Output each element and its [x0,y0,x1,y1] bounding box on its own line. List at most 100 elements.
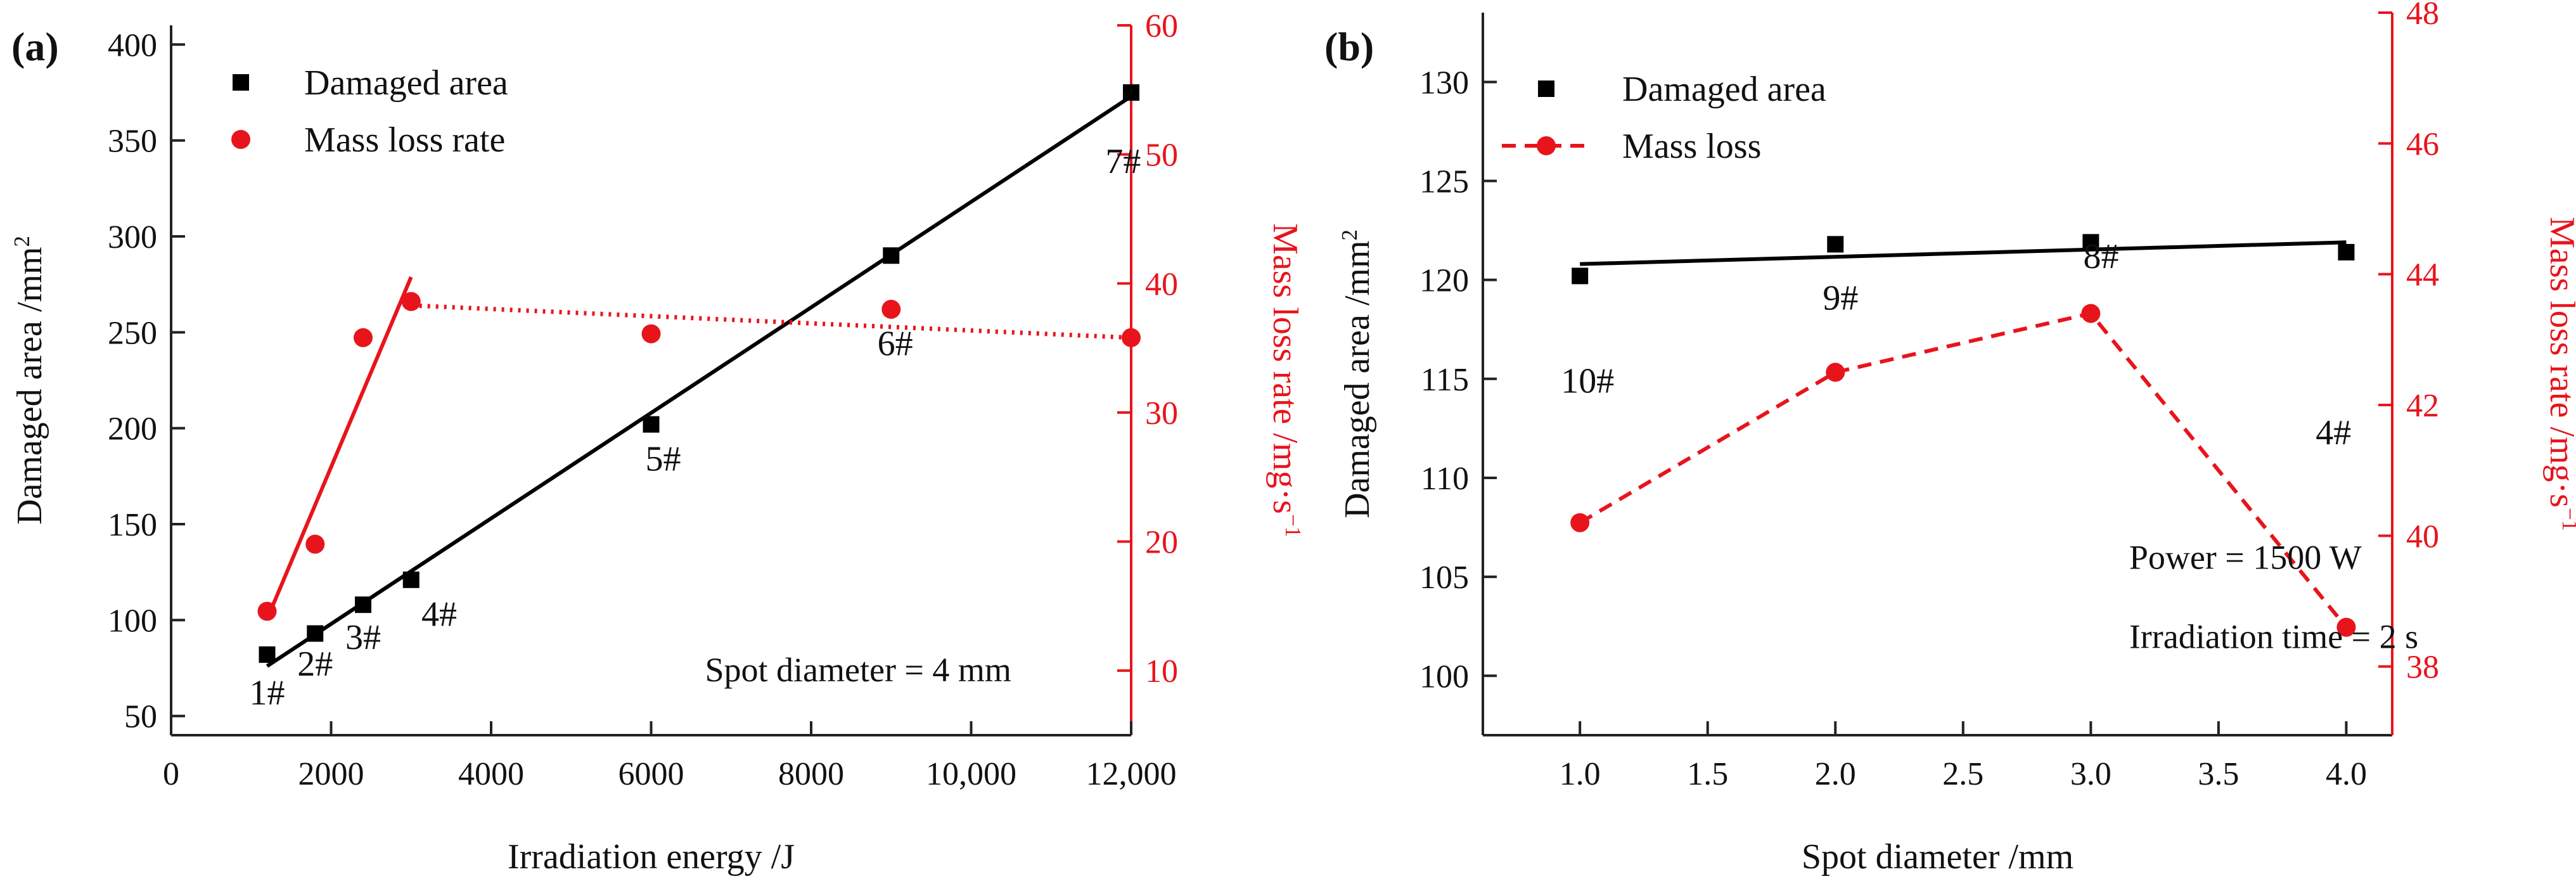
y-tick-label: 350 [108,124,157,160]
y-axis-label-text: Damaged area /mm [10,247,49,524]
x-tick-label: 4.0 [2326,756,2367,792]
y2-tick-label: 30 [1145,395,1178,432]
panel-label: (a) [11,24,59,69]
chart-panel-b: (b) 1.0 1.5 2.0 2.5 3.0 3.5 4.0 100 105 110 115 120 1… [1324,0,2576,877]
data-point-circle [1826,363,1845,382]
data-point-circle [641,324,661,344]
annotation-text: Spot diameter = 4 mm [705,651,1011,689]
x-tick-label: 2000 [298,756,364,792]
y-tick-label: 200 [108,411,157,447]
x-tick-label: 1.5 [1687,756,1728,792]
y-axis-label-superscript: 2 [10,236,34,247]
data-point-circle [305,534,325,554]
y-tick-label: 150 [108,507,157,543]
y2-axis-label: Mass loss rate /mg·s−1 [2542,217,2576,531]
data-point-circle [2081,304,2101,323]
point-label: 1# [250,674,285,713]
data-point-circle [2336,617,2356,637]
y-tick-label: 400 [108,27,157,63]
y-tick-label: 105 [1419,560,1469,596]
legend-label: Damaged area [1622,70,1826,109]
annotation-text: Power = 1500 W [2129,539,2362,577]
legend-marker-square [1538,80,1554,97]
legend-marker-circle [1537,136,1556,155]
annotation-text: Irradiation time = 2 s [2129,618,2418,656]
y-tick-label: 110 [1421,461,1469,497]
x-tick-label: 2.0 [1815,756,1856,792]
legend-marker-circle [231,130,250,149]
y-axis-label: Damaged area /mm2 [10,236,50,525]
data-point-square [402,571,420,588]
y-tick-label: 100 [108,603,157,639]
data-point-square [355,596,371,614]
y-axis-label-text: Damaged area /mm [1338,240,1377,518]
point-label: 6# [878,324,913,364]
x-tick-label: 1.0 [1560,756,1601,792]
y2-axis-label-text: Mass loss rate /mg·s [2542,217,2576,508]
point-label: 2# [297,645,333,684]
point-label: 8# [2083,237,2118,276]
panel-label: (b) [1324,24,1374,69]
y2-tick-label: 60 [1145,8,1178,44]
x-tick-label: 10,000 [926,756,1016,792]
fit-line-mass-fit-rising [265,276,413,620]
y-axis-label-superscript: 2 [1337,229,1362,240]
data-point-circle [1570,513,1590,532]
data-point-square [1123,84,1139,101]
data-point-circle [354,328,373,347]
y2-tick-label: 40 [2406,518,2439,555]
x-tick-label: 6000 [618,756,684,792]
legend-label: Mass loss rate [304,120,505,160]
point-label: 4# [2316,413,2351,453]
legend-marker-square [233,74,249,91]
y2-tick-label: 44 [2406,257,2439,293]
fit-line-area-fit [1580,240,2347,266]
data-point-circle [1122,328,1141,347]
legend: Damaged area Mass loss [1502,70,1826,166]
point-label: 5# [645,439,681,479]
data-point-square [643,416,660,433]
point-label: 10# [1561,362,1614,401]
series-line-1 [1579,311,2348,629]
x-axis-label: Irradiation energy /J [508,837,795,877]
x-tick-label: 2.5 [1942,756,1983,792]
data-point-square [307,625,324,642]
y2-axis-label-superscript: −1 [2558,508,2576,531]
legend-label: Mass loss [1622,127,1761,166]
legend: Damaged area Mass loss rate [231,63,508,160]
y-axis-label: Damaged area /mm2 [1337,229,1378,518]
y-tick-label: 250 [108,315,157,351]
x-tick-label: 3.0 [2070,756,2111,792]
x-axis-label: Spot diameter /mm [1802,837,2073,877]
y2-tick-label: 42 [2406,388,2439,424]
y2-tick-label: 48 [2406,0,2439,32]
x-tick-label: 8000 [778,756,844,792]
data-point-circle [881,300,901,319]
point-label: 9# [1823,278,1858,318]
y2-tick-label: 40 [1145,266,1178,302]
y2-axis-label: Mass loss rate /mg·s−1 [1266,223,1306,537]
data-point-circle [257,601,277,621]
point-label: 7# [1105,142,1141,181]
y2-tick-label: 50 [1145,138,1178,174]
y2-tick-label: 20 [1145,525,1178,561]
data-point-square [2338,243,2355,260]
y-tick-label: 125 [1419,164,1469,200]
x-tick-label: 12,000 [1086,756,1177,792]
point-label: 3# [345,618,381,657]
x-tick-label: 3.5 [2198,756,2239,792]
y2-axis-label-superscript: −1 [1281,514,1306,537]
x-tick-label: 0 [163,756,179,792]
y2-tick-label: 38 [2406,650,2439,686]
y2-tick-label: 10 [1145,653,1178,690]
point-label: 4# [421,594,457,634]
y-tick-label: 130 [1419,65,1469,101]
y-tick-label: 50 [124,699,157,735]
data-point-square [1827,236,1844,253]
y-tick-label: 115 [1421,362,1469,398]
data-point-square [883,247,900,264]
y-tick-label: 300 [108,219,157,255]
y-tick-label: 120 [1419,263,1469,299]
y2-tick-label: 46 [2406,126,2439,162]
